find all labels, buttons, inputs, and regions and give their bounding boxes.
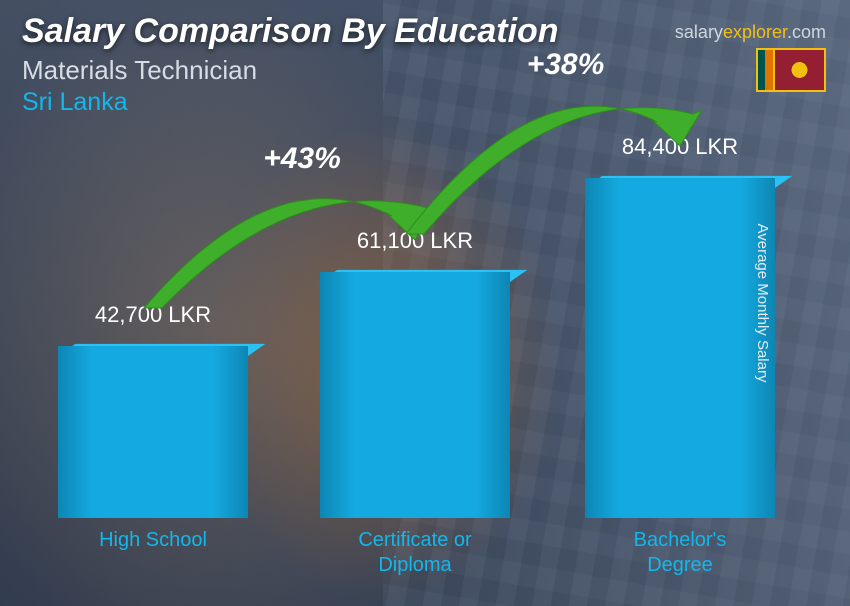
increase-arrow-icon [406,106,702,234]
flag-stripe-orange [765,50,772,90]
arrows-layer: +43%+38% [40,124,800,584]
flag-lion-icon [779,54,820,86]
y-axis-label: Average Monthly Salary [754,224,771,383]
percent-increase-label: +43% [263,142,341,175]
chart-title: Salary Comparison By Education [22,12,559,51]
watermark-part1: salary [675,22,723,42]
bar-chart: 42,700 LKRHigh School61,100 LKRCertifica… [40,124,790,584]
watermark-part3: .com [787,22,826,42]
chart-country: Sri Lanka [22,88,559,117]
header: Salary Comparison By Education Materials… [22,12,559,117]
watermark-part2: explorer [723,22,787,42]
flag-sri-lanka [756,48,826,92]
infographic-container: Salary Comparison By Education Materials… [0,0,850,606]
flag-stripe-green [758,50,765,90]
watermark: salaryexplorer.com [675,22,826,43]
flag-lion-panel [773,50,824,90]
increase-arrow-icon [144,199,437,308]
flag-stripes [758,50,773,90]
chart-subtitle: Materials Technician [22,55,559,86]
